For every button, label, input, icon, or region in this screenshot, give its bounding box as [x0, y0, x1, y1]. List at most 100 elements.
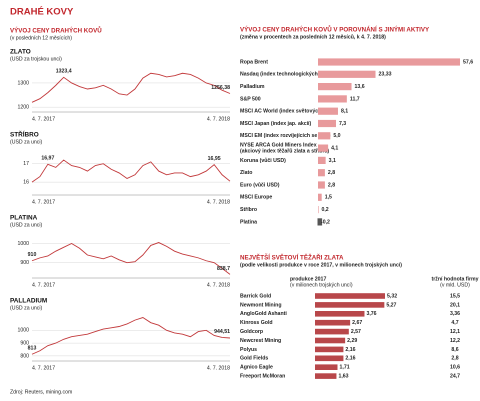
- chart-subtitle: (USD za trojskou unci): [10, 56, 62, 62]
- value-label: 23,33: [379, 72, 392, 78]
- table-value: 2,8: [451, 356, 458, 362]
- value-label: 0,2: [321, 207, 328, 213]
- category-label: S&P 500: [240, 96, 261, 102]
- value-label: 4,1: [331, 145, 338, 151]
- chart-title: PLATINA: [10, 215, 38, 222]
- section-title: VÝVOJ CENY DRAHÝCH KOVŮ: [10, 27, 102, 35]
- price-line: [31, 242, 231, 275]
- y-tick-label: 1000: [17, 328, 29, 334]
- chart-subtitle: (změna v procentech za posledních 12 měs…: [240, 33, 386, 40]
- page-title: DRAHÉ KOVY: [10, 7, 74, 18]
- table-value: 3,36: [450, 311, 460, 317]
- value-label: 1,5: [325, 195, 332, 201]
- chart-subtitle: (USD za unci): [10, 222, 43, 228]
- category-label: Palladium: [240, 84, 265, 90]
- bar: [318, 144, 329, 152]
- source: Zdroj: Reuters, mining.com: [10, 389, 72, 395]
- chart-title: VÝVOJ CENY DRAHÝCH KOVŮ V POROVNÁNÍ S JI…: [240, 26, 430, 34]
- category-label: Newmont Mining: [240, 302, 282, 308]
- bar: [318, 206, 319, 214]
- value-label: 5,27: [386, 302, 396, 308]
- value-label: 838,7: [217, 266, 230, 272]
- column-unit: (v mld. USD): [440, 282, 470, 288]
- category-label: Zlato: [240, 170, 252, 176]
- bar: [318, 83, 352, 91]
- bar: [315, 346, 344, 353]
- category-label: Goldcorp: [240, 329, 263, 335]
- chart-subtitle: (podle velikosti produkce v roce 2017, v…: [240, 262, 402, 268]
- column-header: produkce 2017: [290, 276, 326, 282]
- value-label: 7,3: [339, 121, 346, 127]
- category-label: Gold Fields: [240, 356, 268, 362]
- y-tick-label: 16: [23, 179, 29, 185]
- bar: [318, 132, 331, 140]
- table-value: 12,1: [450, 329, 460, 335]
- section-subtitle: (v posledních 12 měsících): [10, 35, 72, 41]
- chart-subtitle: (USD za unci): [10, 139, 43, 145]
- y-tick-label: 800: [20, 353, 29, 359]
- value-label: 813: [28, 346, 37, 352]
- bar: [318, 119, 336, 128]
- category-label: MSCI Europe: [240, 195, 272, 201]
- category-label: Agnico Eagle: [240, 365, 273, 371]
- value-label: 11,7: [350, 96, 360, 102]
- value-label: 2,29: [347, 338, 357, 344]
- bar: [317, 218, 323, 226]
- value-label: 1,63: [338, 373, 348, 379]
- x-tick-label: 4. 7. 2017: [32, 365, 55, 371]
- bar: [318, 70, 376, 78]
- category-label: Barrick Gold: [240, 293, 271, 299]
- y-tick-label: 1000: [17, 241, 29, 247]
- bar: [318, 156, 326, 164]
- value-label: 910: [28, 252, 37, 258]
- y-tick-label: 900: [20, 340, 29, 346]
- category-label: Kinross Gold: [240, 320, 273, 326]
- price-line: [31, 159, 231, 183]
- value-label: 1,71: [340, 365, 350, 371]
- category-label: MSCI EM (index rozvíjejících se trhů): [240, 132, 331, 139]
- value-label: -0,2: [321, 219, 330, 225]
- x-tick-label: 4. 7. 2017: [32, 282, 55, 288]
- chart-title: NEJVĚTŠÍ SVĚTOVÍ TĚŽAŘI ZLATA: [240, 254, 344, 262]
- category-label: MSCI AC World (index světových akcií): [240, 109, 336, 115]
- bar: [315, 337, 346, 344]
- table-value: 10,6: [450, 365, 460, 371]
- category-label: Koruna (vůči USD): [240, 157, 286, 164]
- bar: [315, 355, 344, 362]
- category-label: Freeport McMoran: [240, 373, 285, 379]
- x-tick-label: 4. 7. 2018: [207, 116, 230, 122]
- table-value: 15,5: [450, 293, 460, 299]
- chart-title: PALLADIUM: [10, 298, 47, 305]
- bar: [315, 302, 385, 308]
- value-label: 2,67: [352, 320, 362, 326]
- chart-title: ZLATO: [10, 49, 31, 56]
- value-label: 1323,4: [56, 69, 72, 75]
- category-label: Nasdaq (index technologických akcií): [240, 72, 333, 78]
- bar: [315, 373, 337, 379]
- value-label: 5,32: [387, 293, 397, 299]
- x-tick-label: 4. 7. 2018: [207, 282, 230, 288]
- category-label: MSCI Japan (index jap. akcií): [240, 121, 311, 127]
- column-header: tržní hodnota firmy: [432, 276, 479, 282]
- bar: [318, 169, 325, 177]
- value-label: 8,1: [341, 109, 348, 115]
- column-unit: (v milionech trojských uncí): [290, 282, 353, 288]
- value-label: 16,95: [208, 156, 221, 162]
- bar: [318, 58, 460, 66]
- y-tick-label: 900: [20, 260, 29, 266]
- bar: [315, 364, 338, 370]
- price-line: [31, 317, 231, 355]
- value-label: 2,57: [351, 329, 361, 335]
- chart-title: STŘÍBRO: [10, 130, 39, 139]
- bar: [318, 107, 338, 115]
- value-label: 16,97: [41, 156, 54, 162]
- bar: [318, 181, 325, 189]
- category-label: Stříbro: [240, 207, 257, 213]
- x-tick-label: 4. 7. 2018: [207, 199, 230, 205]
- bar: [318, 193, 322, 201]
- table-value: 8,6: [451, 347, 458, 353]
- table-value: 4,7: [451, 320, 458, 326]
- category-label: Newcrest Mining: [240, 338, 281, 344]
- x-tick-label: 4. 7. 2018: [207, 365, 230, 371]
